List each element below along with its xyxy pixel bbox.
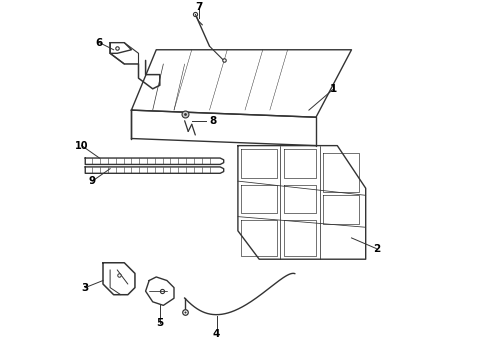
Text: 7: 7	[195, 2, 202, 12]
Text: 3: 3	[82, 283, 89, 293]
Text: 4: 4	[213, 329, 220, 339]
Text: 2: 2	[373, 244, 380, 253]
Text: 8: 8	[209, 116, 217, 126]
Text: 6: 6	[96, 38, 103, 48]
Text: 9: 9	[89, 176, 96, 186]
Text: 10: 10	[75, 141, 89, 150]
Text: 1: 1	[330, 84, 338, 94]
Text: 5: 5	[156, 318, 164, 328]
